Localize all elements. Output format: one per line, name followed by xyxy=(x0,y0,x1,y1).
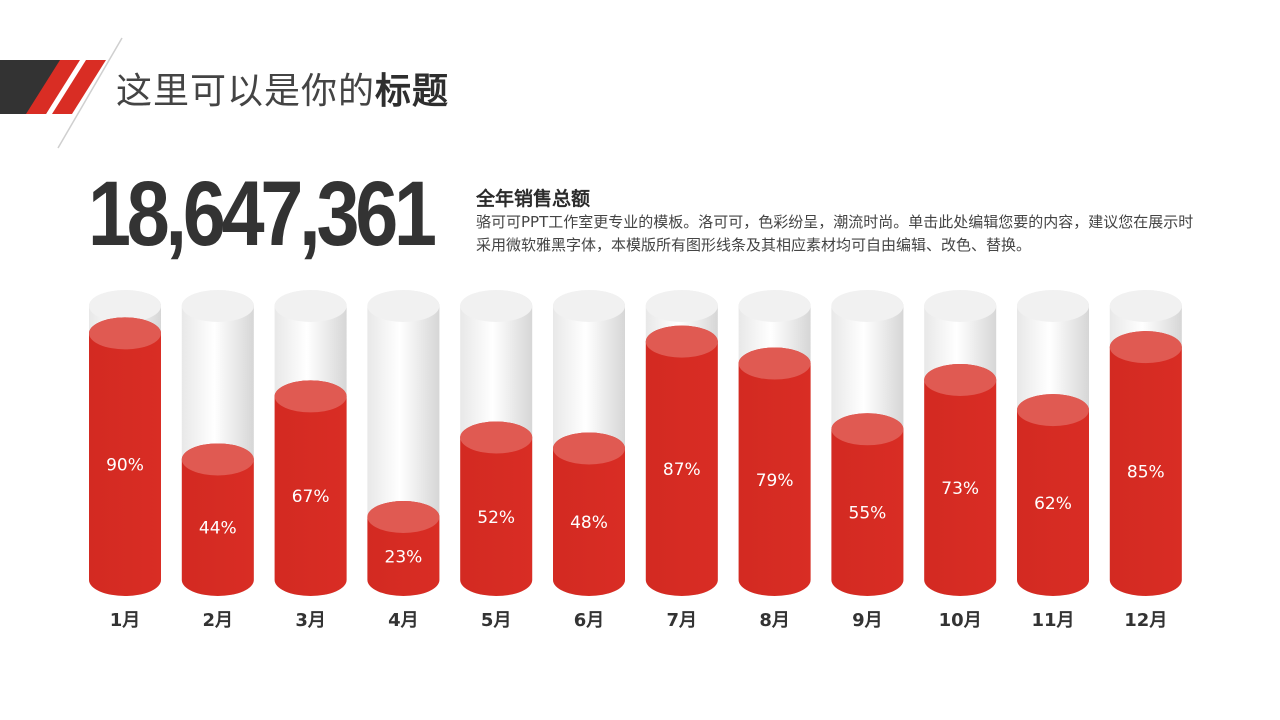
value-label: 67% xyxy=(292,487,330,507)
value-label: 85% xyxy=(1127,463,1165,483)
bar-fill-top xyxy=(460,421,533,454)
bar-1 xyxy=(89,290,161,596)
bar-track-top xyxy=(1109,290,1182,322)
bar-fill xyxy=(553,432,625,596)
bar-5 xyxy=(460,290,533,596)
bar-fill xyxy=(831,413,904,596)
value-label: 62% xyxy=(1034,494,1072,514)
page-title-bold: 标题 xyxy=(375,71,450,112)
category-label: 7月 xyxy=(667,610,698,631)
bar-9 xyxy=(831,290,904,596)
bar-8 xyxy=(738,290,811,596)
bar-fill-top xyxy=(89,317,161,350)
header-red-stripe-1 xyxy=(26,60,80,114)
value-label: 73% xyxy=(941,479,979,499)
value-label: 90% xyxy=(106,456,144,476)
bar-fill-top xyxy=(924,363,997,396)
category-label: 5月 xyxy=(481,610,512,631)
bar-fill xyxy=(274,380,347,596)
bar-fill-top xyxy=(181,443,254,476)
bar-fill-top xyxy=(1017,394,1089,427)
bar-track-top xyxy=(367,290,440,322)
category-label: 3月 xyxy=(295,610,326,631)
bar-fill-top xyxy=(274,380,347,413)
category-label: 2月 xyxy=(203,610,234,631)
header-red-stripe-2 xyxy=(52,60,106,114)
value-label: 52% xyxy=(477,508,515,528)
header-thin-line xyxy=(57,37,123,149)
bar-fill xyxy=(924,363,997,596)
page-title: 这里可以是你的标题 xyxy=(116,62,449,114)
bar-fill-top xyxy=(738,347,811,380)
summary-heading: 全年销售总额 xyxy=(476,188,591,210)
bar-fill xyxy=(1017,394,1089,596)
bar-fill-top xyxy=(553,432,625,465)
bar-track-top xyxy=(181,290,254,322)
bar-track-top xyxy=(553,290,625,322)
bar-fill xyxy=(89,317,161,596)
bar-7 xyxy=(645,290,718,596)
bar-fill xyxy=(1109,331,1182,596)
bar-track-top xyxy=(645,290,718,322)
sales-cylinder-chart: 90% 44% 67% 23% 52% 48% 87% 79% 55% 73% 62% 85% 1月 2… xyxy=(89,290,1182,631)
bar-track-top xyxy=(460,290,533,322)
bar-11 xyxy=(1017,290,1089,596)
bar-track-top xyxy=(831,290,904,322)
chart-value-labels: 90% 44% 67% 23% 52% 48% 87% 79% 55% 73% 62% 85% xyxy=(106,456,1165,568)
bar-3 xyxy=(274,290,347,596)
summary-description: 骆可可PPT工作室更专业的模板。洛可可，色彩纷呈，潮流时尚。单击此处编辑您要的内… xyxy=(476,213,1194,254)
bar-fill xyxy=(460,421,533,596)
value-label: 44% xyxy=(199,519,237,539)
chart-bars xyxy=(89,290,1182,596)
category-label: 8月 xyxy=(759,610,790,631)
bar-track-top xyxy=(1017,290,1089,322)
bar-4 xyxy=(367,290,440,596)
bar-fill-top xyxy=(831,413,904,446)
bar-fill xyxy=(738,347,811,596)
category-label: 11月 xyxy=(1031,610,1074,631)
bar-track-top xyxy=(89,290,161,322)
chart-category-labels: 1月 2月 3月 4月 5月 6月 7月 8月 9月 10月 11月 12月 xyxy=(110,610,1168,631)
bar-track-top xyxy=(924,290,997,322)
category-label: 12月 xyxy=(1124,610,1167,631)
bar-fill xyxy=(645,325,718,596)
header-decoration xyxy=(0,37,123,149)
value-label: 55% xyxy=(849,504,887,524)
bar-track-top xyxy=(274,290,347,322)
page-title-light: 这里可以是你的 xyxy=(116,71,376,112)
value-label: 87% xyxy=(663,460,701,480)
bar-fill-top xyxy=(645,325,718,358)
bar-fill-top xyxy=(367,500,440,533)
category-label: 1月 xyxy=(110,610,141,631)
bar-12 xyxy=(1109,290,1182,596)
category-label: 9月 xyxy=(852,610,883,631)
category-label: 4月 xyxy=(388,610,419,631)
value-label: 48% xyxy=(570,513,608,533)
category-label: 10月 xyxy=(939,610,982,631)
bar-2 xyxy=(181,290,254,596)
bar-6 xyxy=(553,290,625,596)
bar-10 xyxy=(924,290,997,596)
bar-fill-top xyxy=(1109,331,1182,364)
category-label: 6月 xyxy=(574,610,605,631)
bar-fill xyxy=(181,443,254,596)
bar-track-top xyxy=(738,290,811,322)
total-sales-number: 18,647,361 xyxy=(88,163,437,265)
value-label: 79% xyxy=(756,471,794,491)
value-label: 23% xyxy=(385,547,423,567)
